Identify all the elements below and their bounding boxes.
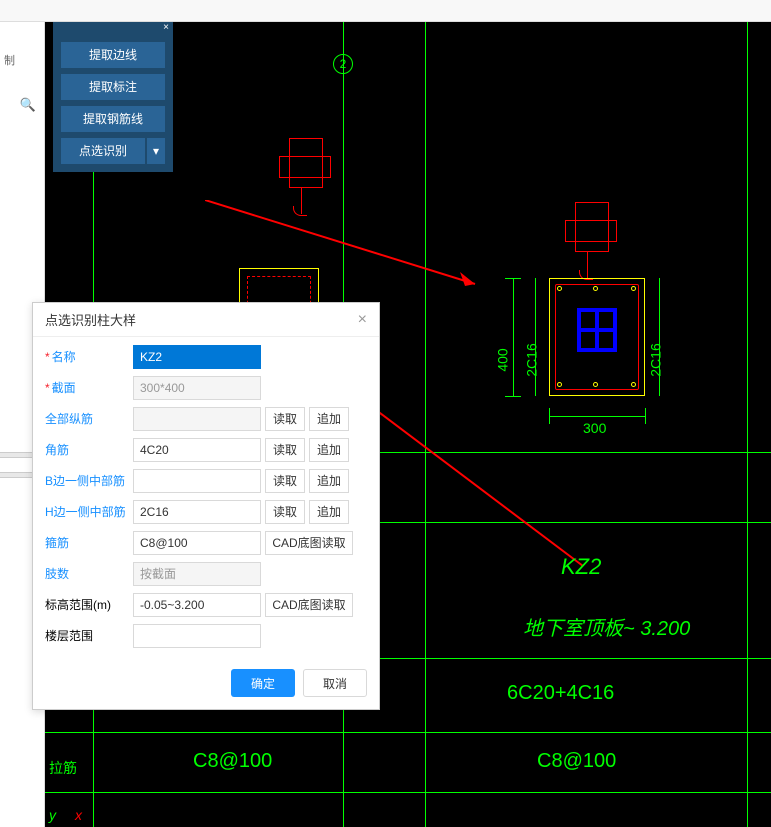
grid-tick [343,74,344,90]
grid-line [45,732,771,733]
extract-rebar-line-button[interactable]: 提取钢筋线 [61,106,165,132]
h-side-label: H边一侧中部筋 [45,503,133,520]
table-cell: C8@100 [537,750,616,773]
float-toolbar-header[interactable]: × [53,22,173,36]
rebar-dot [593,382,598,387]
append-button[interactable]: 追加 [309,438,349,462]
name-field[interactable] [133,345,261,369]
red-shape [279,156,331,178]
rebar-dot [557,286,562,291]
table-cell: C8@100 [193,750,272,773]
kz2-label: KZ2 [561,554,601,580]
dialog-header: 点选识别柱大样 × [33,303,379,337]
extract-edge-button[interactable]: 提取边线 [61,42,165,68]
column-detail-dialog: 点选识别柱大样 × 名称 截面 全部纵筋 读取 追加 角筋 读取 追加 [32,302,380,710]
grid-bubble: 2 [333,54,353,74]
red-shape [565,220,617,242]
arrow-icon [205,200,485,294]
read-button[interactable]: 读取 [265,469,305,493]
dialog-title: 点选识别柱大样 [45,310,136,329]
floor-field[interactable] [133,624,261,648]
blue-rebar [613,308,617,352]
row-label: 拉筋 [47,758,79,778]
read-button[interactable]: 读取 [265,500,305,524]
extract-annotation-button[interactable]: 提取标注 [61,74,165,100]
blue-rebar [595,308,599,352]
all-long-field[interactable] [133,407,261,431]
name-label: 名称 [45,348,133,365]
elev-label: 标高范围(m) [45,596,133,613]
rebar-dot [631,382,636,387]
dim-line [659,278,660,396]
corner-field[interactable] [133,438,261,462]
point-select-button[interactable]: 点选识别 [61,138,145,164]
b-side-label: B边一侧中部筋 [45,472,133,489]
elevation-text: 地下室顶板~ 3.200 [523,612,690,641]
table-cell: 6C20+4C16 [507,682,614,705]
grid-line [45,792,771,793]
close-icon[interactable]: × [358,311,367,329]
limbs-label: 肢数 [45,565,133,582]
rebar-dot [593,286,598,291]
cancel-button[interactable]: 取消 [303,669,367,697]
dim-tick [505,278,521,279]
read-button[interactable]: 读取 [265,438,305,462]
float-toolbar: × 提取边线 提取标注 提取钢筋线 点选识别 ▾ [53,22,173,172]
dim-2c16: 2C16 [648,343,664,376]
section-label: 截面 [45,379,133,396]
elev-field[interactable] [133,593,261,617]
axis-x: x [75,807,82,823]
append-button[interactable]: 追加 [309,469,349,493]
cad-read-button[interactable]: CAD底图读取 [265,531,353,555]
append-button[interactable]: 追加 [309,407,349,431]
limbs-field[interactable] [133,562,261,586]
all-long-label: 全部纵筋 [45,410,133,427]
dim-tick [645,408,646,424]
dialog-footer: 确定 取消 [33,661,379,709]
floor-label: 楼层范围 [45,627,133,644]
corner-label: 角筋 [45,441,133,458]
h-side-field[interactable] [133,500,261,524]
cad-read-button[interactable]: CAD底图读取 [265,593,353,617]
ok-button[interactable]: 确定 [231,669,295,697]
sidebar-label: 制 [0,22,44,72]
grid-line [747,22,748,827]
stirrup-label: 箍筋 [45,534,133,551]
dialog-body: 名称 截面 全部纵筋 读取 追加 角筋 读取 追加 B边一侧中部筋 [33,337,379,661]
b-side-field[interactable] [133,469,261,493]
read-button[interactable]: 读取 [265,407,305,431]
rebar-dot [631,286,636,291]
section-field[interactable] [133,376,261,400]
stirrup-field[interactable] [133,531,261,555]
app-root: 制 🔍 2 [0,0,771,827]
append-button[interactable]: 追加 [309,500,349,524]
top-toolbar [0,0,771,22]
dropdown-caret-icon[interactable]: ▾ [147,138,165,164]
search-icon[interactable]: 🔍 [20,97,36,113]
axis-y: y [49,807,56,823]
